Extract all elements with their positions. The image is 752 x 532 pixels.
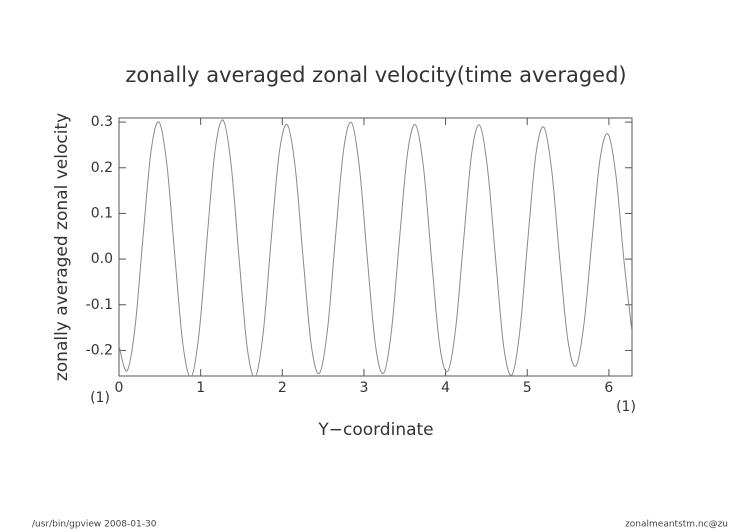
y-tick-label: 0.3 [91, 114, 113, 130]
x-tick-label: 3 [359, 380, 368, 396]
x-tick-label: 2 [278, 380, 287, 396]
annotation: (1) [616, 399, 636, 415]
x-tick-label: 6 [604, 380, 613, 396]
x-tick-label: 5 [523, 380, 532, 396]
x-tick-label: 0 [115, 380, 124, 396]
y-tick-label: -0.1 [86, 297, 113, 313]
x-axis-label: Y−coordinate [317, 420, 433, 440]
y-tick-label: -0.2 [86, 342, 113, 358]
y-tick-label: 0.1 [91, 205, 113, 221]
y-tick-label: 0.2 [91, 160, 113, 176]
line-series [119, 119, 632, 376]
y-tick-label: 0.0 [91, 251, 113, 267]
x-tick-label: 1 [196, 380, 205, 396]
plot-frame [118, 117, 633, 377]
x-tick-label: 4 [441, 380, 450, 396]
footer-left: /usr/bin/gpview 2008-01-30 [32, 520, 157, 530]
footer-right: zonalmeantstm.nc@zu [625, 520, 728, 530]
chart-title: zonally averaged zonal velocity(time ave… [125, 63, 626, 87]
y-axis-label: zonally averaged zonal velocity [52, 113, 72, 381]
annotation: (1) [90, 390, 110, 406]
